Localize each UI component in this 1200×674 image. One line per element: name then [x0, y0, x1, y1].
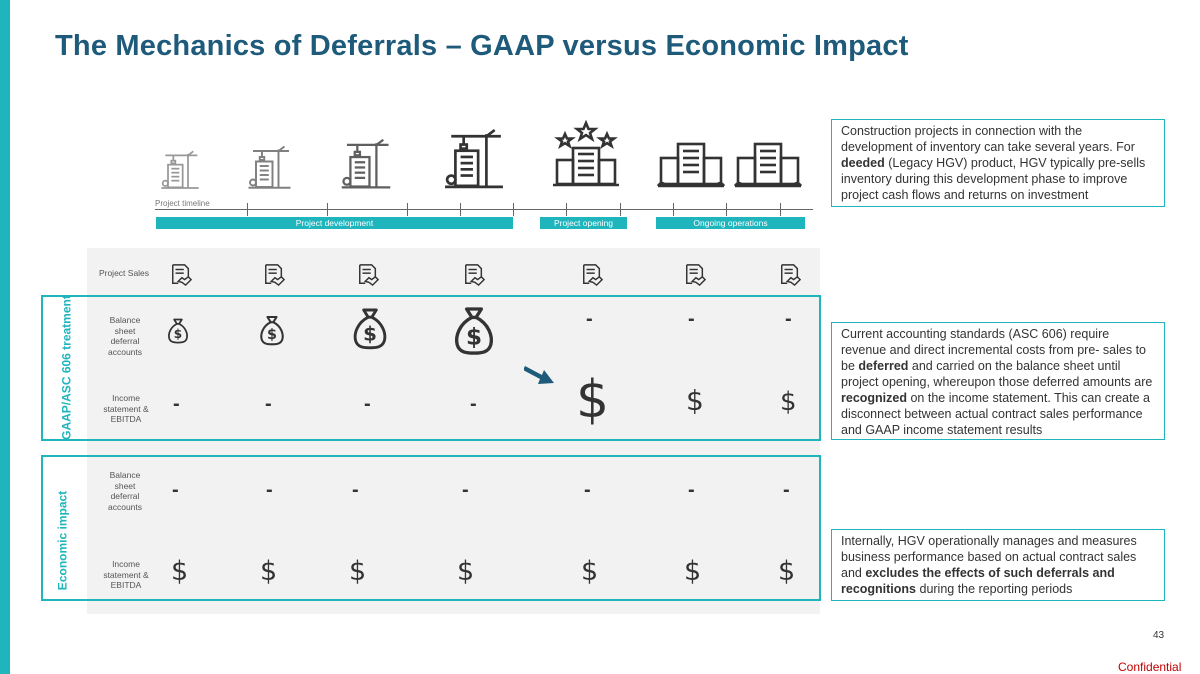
note-bold: excludes the effects of such deferrals a…: [841, 566, 1115, 596]
timeline-tick: [407, 203, 408, 216]
gaap-income-dash: -: [265, 393, 272, 415]
money-bag-icon: $: [352, 305, 388, 351]
phase-project-opening: Project opening: [540, 217, 627, 229]
note-bold: deferred: [858, 359, 909, 373]
note-text: (Legacy HGV) product, HGV typically pre-…: [841, 156, 1146, 202]
phase-project-development: Project development: [156, 217, 513, 229]
econ-balance-dash: -: [462, 479, 469, 501]
slide-title: The Mechanics of Deferrals – GAAP versus…: [55, 30, 909, 62]
gaap-income-dash: -: [173, 393, 180, 415]
contract-handshake-icon: [170, 263, 192, 287]
timeline-tick: [780, 203, 781, 216]
row-label-gaap-balance: Balance sheet deferral accounts: [107, 315, 143, 357]
crane-building-icon: [160, 150, 200, 190]
svg-text:$: $: [466, 325, 482, 351]
gaap-income-dash: -: [470, 393, 477, 415]
contract-handshake-icon: [263, 263, 285, 287]
timeline-tick: [513, 203, 514, 216]
gaap-balance-dash: -: [688, 308, 695, 330]
crane-building-icon: [340, 138, 392, 190]
row-label-project-sales: Project Sales: [98, 268, 150, 278]
row-label-econ-income: Income statement & EBITDA: [103, 559, 149, 590]
note-construction: Construction projects in connection with…: [831, 119, 1165, 207]
economic-group-box: [41, 455, 821, 601]
timeline-label: Project timeline: [155, 199, 210, 208]
econ-income-dollar: $: [171, 556, 189, 587]
econ-balance-dash: -: [688, 479, 695, 501]
econ-balance-dash: -: [584, 479, 591, 501]
contract-handshake-icon: [779, 263, 801, 287]
svg-text:$: $: [174, 327, 182, 341]
note-text: Current accounting standards (ASC 606) r…: [841, 327, 1146, 373]
arrow-icon: [524, 362, 556, 386]
contract-handshake-icon: [357, 263, 379, 287]
econ-income-dollar: $: [260, 556, 278, 587]
timeline-tick: [247, 203, 248, 216]
stars-building-icon: [551, 120, 621, 188]
contract-handshake-icon: [463, 263, 485, 287]
gaap-group-box: [41, 295, 821, 441]
econ-balance-dash: -: [352, 479, 359, 501]
note-text: on the income statement. This can create…: [841, 391, 1150, 437]
contract-handshake-icon: [684, 263, 706, 287]
econ-income-dollar: $: [778, 556, 796, 587]
note-bold: recognized: [841, 391, 907, 405]
econ-income-dollar: $: [684, 556, 702, 587]
gaap-group-label: GAAP/ASC 606 treatment: [59, 295, 74, 440]
gaap-income-dollar: $: [686, 384, 704, 417]
matrix-background: [87, 248, 820, 614]
money-bag-icon: $: [259, 314, 285, 346]
note-accounting: Current accounting standards (ASC 606) r…: [831, 322, 1165, 440]
econ-income-dollar: $: [457, 556, 475, 587]
timeline-tick: [566, 203, 567, 216]
row-label-econ-balance: Balance sheet deferral accounts: [107, 470, 143, 512]
gaap-income-dash: -: [364, 393, 371, 415]
gaap-income-dollar-large: $: [576, 370, 610, 430]
timeline-tick: [327, 203, 328, 216]
row-label-gaap-income: Income statement & EBITDA: [103, 393, 149, 424]
note-text: and carried on the balance sheet until p…: [841, 359, 1153, 389]
econ-income-dollar: $: [581, 556, 599, 587]
money-bag-icon: $: [453, 302, 495, 358]
econ-balance-dash: -: [783, 479, 790, 501]
gaap-balance-dash: -: [586, 308, 593, 330]
gaap-income-dollar: $: [780, 387, 797, 417]
timeline-line: [155, 209, 813, 210]
accent-bar: [0, 0, 10, 674]
note-bold: deeded: [841, 156, 885, 170]
page-number: 43: [1153, 630, 1165, 641]
econ-income-dollar: $: [349, 556, 367, 587]
econ-balance-dash: -: [266, 479, 273, 501]
confidential-label: Confidential: [1118, 660, 1182, 674]
svg-text:$: $: [363, 323, 377, 346]
note-internal: Internally, HGV operationally manages an…: [831, 529, 1165, 601]
contract-handshake-icon: [581, 263, 603, 287]
money-bag-icon: $: [167, 317, 189, 344]
phase-ongoing-operations: Ongoing operations: [656, 217, 805, 229]
timeline-tick: [673, 203, 674, 216]
note-text: Internally, HGV operationally manages an…: [841, 534, 1137, 580]
note-text: Construction projects in connection with…: [841, 124, 1135, 154]
crane-building-icon: [443, 128, 505, 190]
crane-building-icon: [247, 145, 292, 190]
gaap-balance-dash: -: [785, 308, 792, 330]
svg-text:$: $: [267, 327, 277, 343]
econ-balance-dash: -: [172, 479, 179, 501]
buildings-icon: [733, 140, 803, 188]
timeline-tick: [726, 203, 727, 216]
timeline-tick: [620, 203, 621, 216]
note-text: during the reporting periods: [916, 582, 1073, 596]
economic-group-label: Economic impact: [55, 490, 70, 591]
buildings-icon: [656, 140, 726, 188]
timeline-tick: [460, 203, 461, 216]
